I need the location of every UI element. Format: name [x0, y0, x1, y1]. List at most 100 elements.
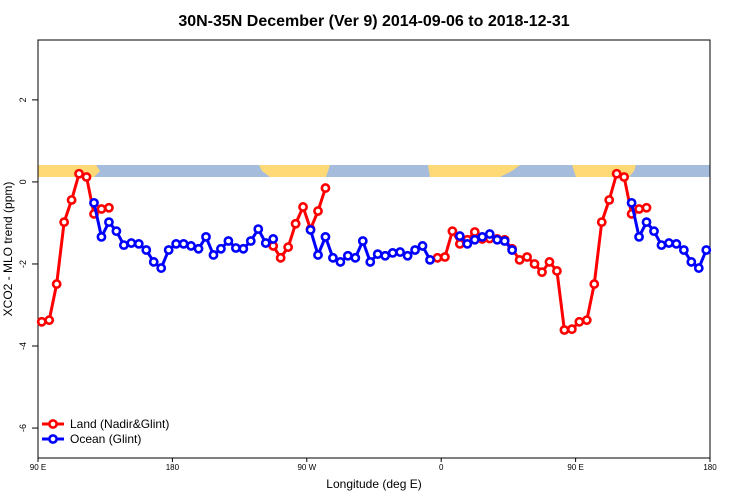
data-point — [290, 218, 301, 229]
data-point — [671, 238, 682, 249]
data-point — [96, 231, 107, 242]
data-point — [275, 252, 286, 263]
data-point — [529, 259, 540, 269]
data-point — [186, 241, 196, 251]
legend-label: Land (Nadir&Glint) — [70, 417, 169, 431]
data-point — [686, 257, 697, 267]
data-point — [454, 238, 465, 249]
land-band — [428, 165, 520, 177]
series-line — [92, 202, 708, 270]
data-point — [469, 227, 480, 237]
data-point — [44, 315, 55, 326]
data-point — [574, 316, 585, 327]
data-point — [141, 245, 152, 255]
data-point — [335, 257, 346, 267]
data-point — [387, 247, 398, 258]
data-point — [163, 245, 174, 255]
data-point — [380, 250, 391, 261]
data-point — [395, 247, 406, 257]
x-tick-label: 0 — [439, 463, 444, 472]
x-tick-label: 180 — [703, 463, 717, 472]
data-point — [410, 245, 420, 255]
data-point — [484, 229, 495, 239]
data-point — [133, 238, 144, 249]
data-point — [634, 204, 644, 214]
x-tick-label: 90 W — [297, 463, 316, 472]
plot-frame — [37, 39, 711, 459]
x-tick-label: 90 E — [30, 463, 46, 472]
data-point — [626, 197, 637, 208]
data-point — [641, 217, 652, 228]
data-point — [447, 226, 458, 237]
data-point — [216, 243, 226, 254]
y-tick-label: -6 — [18, 424, 28, 432]
data-point — [208, 250, 219, 260]
data-point — [230, 243, 241, 253]
data-point — [417, 241, 428, 251]
data-point — [664, 238, 674, 248]
x-axis-label: Longitude (deg E) — [326, 477, 421, 491]
data-point — [313, 206, 323, 216]
data-point — [118, 240, 129, 251]
data-point — [499, 236, 510, 246]
data-point — [454, 231, 465, 241]
data-point — [305, 225, 316, 235]
y-tick-label: -2 — [18, 260, 28, 268]
data-point — [440, 252, 450, 262]
data-point — [342, 250, 353, 261]
data-point — [507, 245, 518, 255]
x-tick-label: 90 E — [567, 463, 583, 472]
data-point — [104, 217, 114, 228]
data-point — [469, 234, 480, 245]
data-point — [66, 195, 77, 205]
legend-marker — [48, 434, 58, 444]
data-point — [649, 226, 659, 237]
data-point — [402, 250, 413, 261]
data-point — [178, 238, 189, 249]
data-point — [328, 252, 338, 263]
data-point — [678, 245, 689, 255]
data-point — [283, 242, 294, 253]
data-point — [320, 231, 331, 242]
series-line — [41, 172, 647, 332]
y-axis-label: XCO2 - MLO trend (ppm) — [1, 182, 15, 317]
data-point — [552, 266, 562, 276]
data-point — [656, 240, 667, 251]
data-point — [619, 172, 630, 182]
data-point — [51, 279, 62, 289]
legend-marker — [48, 419, 58, 429]
data-point — [432, 252, 443, 263]
data-point — [581, 315, 592, 326]
y-tick-label: 2 — [18, 97, 28, 102]
data-point — [96, 204, 107, 214]
data-point — [693, 263, 704, 273]
data-point — [522, 252, 532, 262]
data-point — [544, 257, 555, 267]
data-point — [701, 245, 712, 255]
data-point — [611, 168, 622, 179]
data-point — [477, 231, 488, 242]
x-tick-label: 180 — [166, 463, 180, 472]
data-point — [462, 238, 473, 249]
data-point — [104, 202, 114, 213]
data-point — [74, 168, 84, 179]
data-point — [634, 231, 644, 242]
data-point — [260, 238, 271, 248]
data-point — [238, 243, 249, 254]
data-point — [320, 183, 331, 193]
data-point — [148, 257, 159, 267]
data-point — [201, 231, 211, 242]
data-point — [81, 172, 92, 182]
data-point — [357, 236, 368, 246]
data-point — [537, 267, 547, 278]
data-point — [425, 254, 435, 265]
data-point — [559, 325, 570, 335]
data-point — [171, 238, 182, 249]
data-point — [59, 217, 70, 228]
data-point — [298, 202, 308, 212]
data-point — [111, 226, 122, 237]
data-point — [245, 236, 256, 246]
data-point — [566, 324, 577, 335]
data-point — [268, 234, 279, 244]
